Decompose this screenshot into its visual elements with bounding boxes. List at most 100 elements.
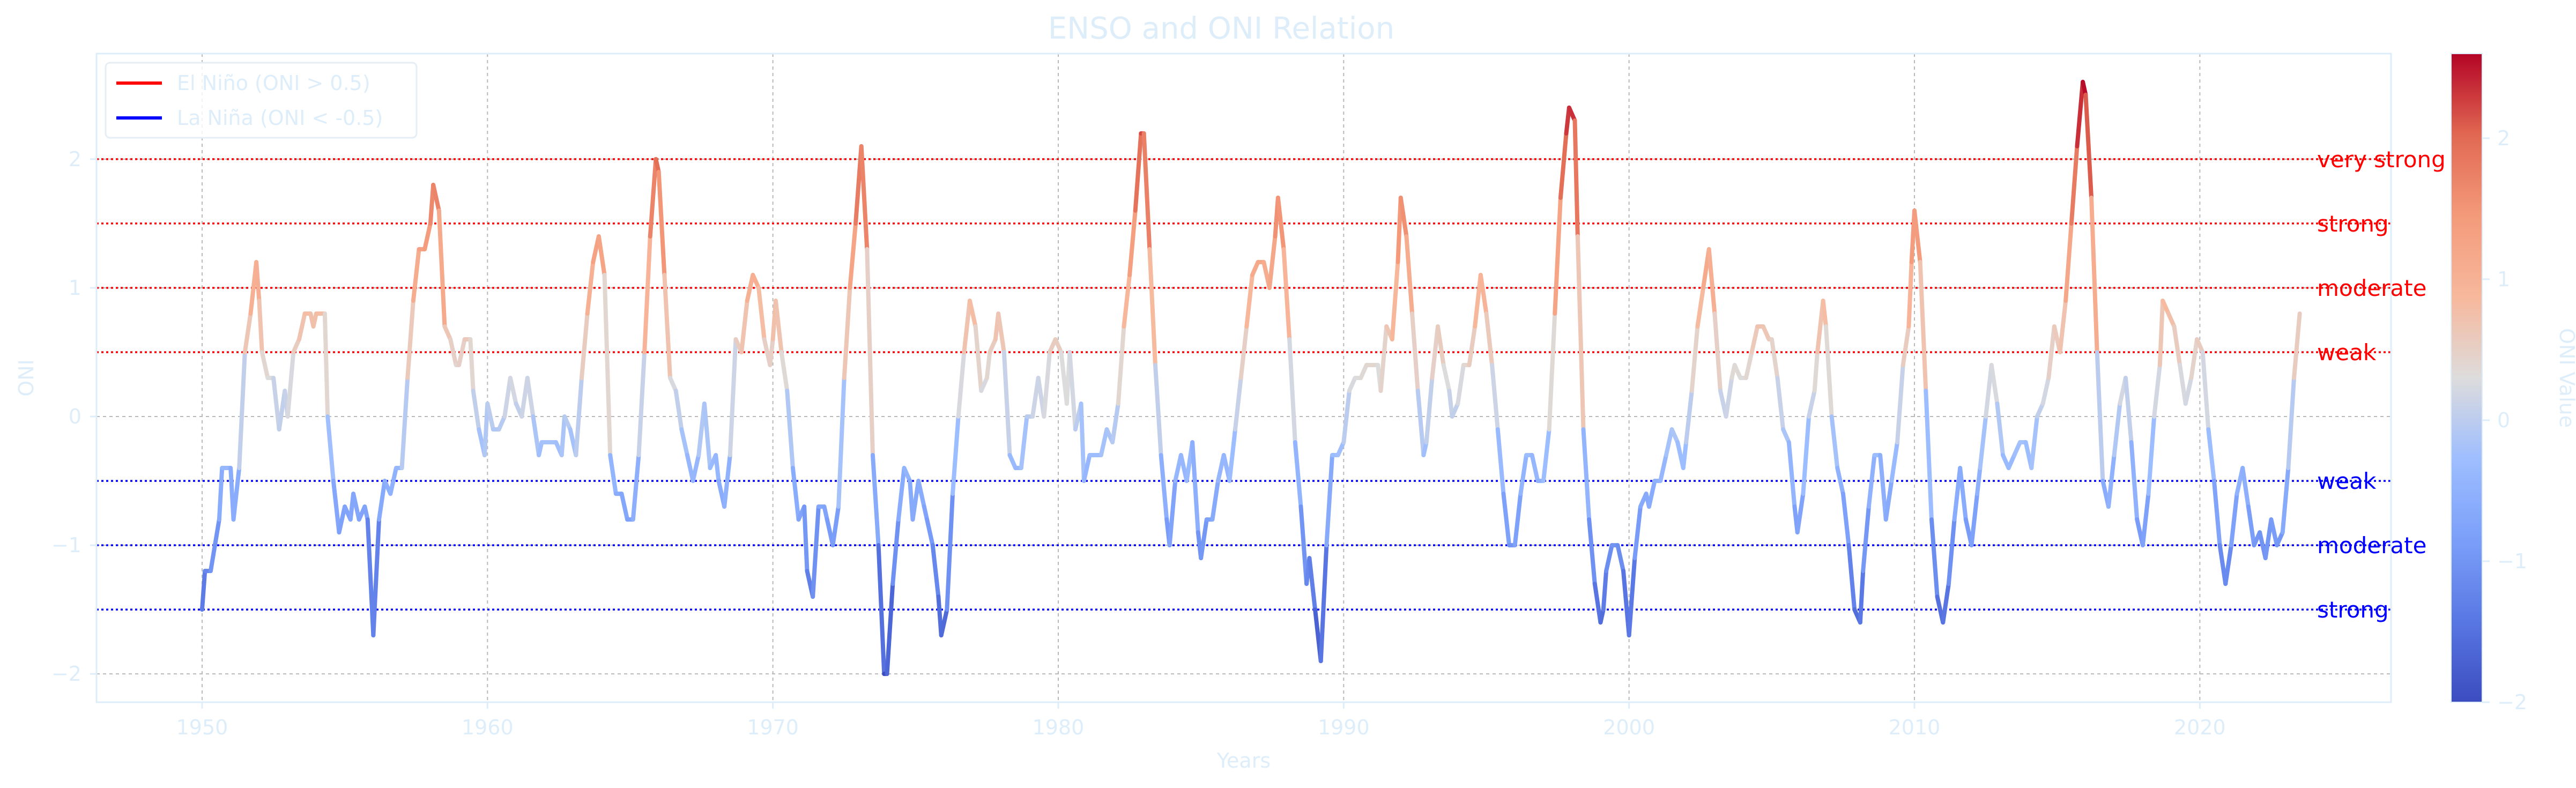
series-segment-335 — [1975, 466, 1983, 496]
series-segment-107 — [768, 337, 775, 367]
series-segment-116 — [811, 504, 821, 599]
x-tick-label-6: 2010 — [1889, 716, 1941, 739]
series-segment-90 — [673, 389, 684, 432]
series-segment-330 — [1946, 517, 1957, 586]
series-segment-179 — [1147, 247, 1157, 367]
series-segment-11 — [257, 298, 264, 354]
series-segment-139 — [930, 543, 941, 599]
series-segment-311 — [1846, 543, 1857, 612]
series-segment-229 — [1415, 389, 1426, 458]
series-segment-359 — [2106, 453, 2117, 509]
series-segment-390 — [2280, 466, 2291, 535]
series-segment-176 — [1133, 131, 1144, 213]
series-segment-27 — [337, 504, 347, 535]
series-segment-338 — [1989, 362, 2000, 406]
series-segment-244 — [1495, 427, 1506, 496]
series-segment-112 — [790, 466, 801, 522]
colorbar-gradient — [2451, 53, 2483, 703]
series-segment-355 — [2083, 92, 2094, 200]
series-segment-209 — [1307, 556, 1318, 612]
series-segment-60 — [508, 376, 518, 406]
series-segment-389 — [2275, 530, 2285, 548]
series-segment-91 — [679, 427, 689, 458]
legend-label-el-nino: El Niño (ONI > 0.5) — [177, 71, 370, 95]
series-segment-77 — [602, 272, 613, 458]
series-segment-10 — [254, 259, 262, 303]
series-segment-216 — [1347, 376, 1357, 393]
series-segment-275 — [1658, 453, 1668, 484]
series-segment-131 — [890, 517, 901, 586]
series-segment-285 — [1712, 311, 1723, 393]
series-segment-372 — [2178, 362, 2188, 406]
series-segment-146 — [967, 298, 978, 329]
series-segment-324 — [1912, 208, 1922, 264]
series-segment-314 — [1861, 504, 1871, 574]
series-segment-135 — [910, 479, 921, 522]
series-segment-309 — [1835, 466, 1845, 496]
series-segment-313 — [1858, 569, 1866, 625]
series-segment-304 — [1812, 350, 1820, 393]
series-segment-76 — [596, 234, 607, 277]
series-segment-165 — [1067, 350, 1078, 432]
series-segment-296 — [1769, 337, 1780, 380]
series-segment-85 — [648, 157, 658, 239]
series-segment-342 — [2012, 440, 2022, 458]
series-segment-284 — [1706, 247, 1717, 316]
series-segment-128 — [876, 543, 887, 677]
series-segment-59 — [502, 376, 513, 419]
series-segment-138 — [925, 517, 935, 548]
series-segment-145 — [962, 298, 972, 354]
series-segment-174 — [1122, 272, 1132, 329]
series-segment-235 — [1447, 389, 1454, 419]
series-segment-97 — [714, 453, 721, 484]
series-segment-227 — [1404, 234, 1415, 316]
series-segment-301 — [1795, 492, 1806, 535]
series-segment-326 — [1924, 389, 1934, 522]
series-segment-118 — [822, 504, 829, 522]
series-segment-12 — [259, 350, 270, 380]
x-tick-label-0: 1950 — [176, 716, 228, 739]
series-segment-279 — [1681, 440, 1689, 471]
series-segment-282 — [1695, 285, 1706, 329]
series-segment-257 — [1567, 105, 1577, 123]
series-segment-152 — [996, 311, 1006, 354]
series-segment-83 — [636, 350, 647, 458]
series-segment-298 — [1781, 427, 1791, 445]
series-segment-245 — [1501, 492, 1512, 548]
series-segment-58 — [496, 414, 507, 432]
series-segment-73 — [579, 311, 590, 380]
series-segment-70 — [562, 414, 573, 432]
series-segment-191 — [1210, 479, 1221, 522]
series-segment-230 — [1421, 440, 1429, 458]
series-segment-299 — [1786, 440, 1797, 509]
series-segment-329 — [1941, 582, 1951, 625]
series-segment-148 — [979, 376, 989, 393]
series-segment-261 — [1587, 517, 1597, 586]
series-segment-52 — [468, 337, 476, 393]
colorbar-tick-label-2: 0 — [2497, 408, 2510, 432]
series-segment-370 — [2166, 311, 2177, 329]
series-segment-381 — [2229, 492, 2239, 548]
series-segment-339 — [1995, 402, 2006, 458]
oni-series-line — [199, 79, 2302, 677]
series-segment-65 — [537, 440, 544, 458]
y-axis-label: ONI — [14, 359, 38, 397]
series-segment-204 — [1281, 247, 1292, 341]
series-segment-264 — [1601, 569, 1609, 612]
series-segment-35 — [377, 479, 387, 522]
series-segment-341 — [2006, 453, 2017, 471]
series-segment-291 — [1743, 350, 1754, 380]
series-segment-175 — [1127, 208, 1138, 277]
series-segment-362 — [2123, 376, 2134, 445]
series-segment-142 — [945, 492, 955, 612]
series-segment-143 — [951, 414, 961, 496]
series-segment-37 — [388, 466, 398, 496]
series-segment-195 — [1233, 376, 1243, 432]
series-segment-391 — [2286, 376, 2297, 471]
series-segment-262 — [1592, 582, 1603, 625]
series-segment-72 — [574, 376, 584, 458]
y-tick-label-2: 0 — [69, 405, 81, 428]
series-segment-64 — [531, 414, 541, 458]
series-segment-273 — [1646, 479, 1657, 509]
